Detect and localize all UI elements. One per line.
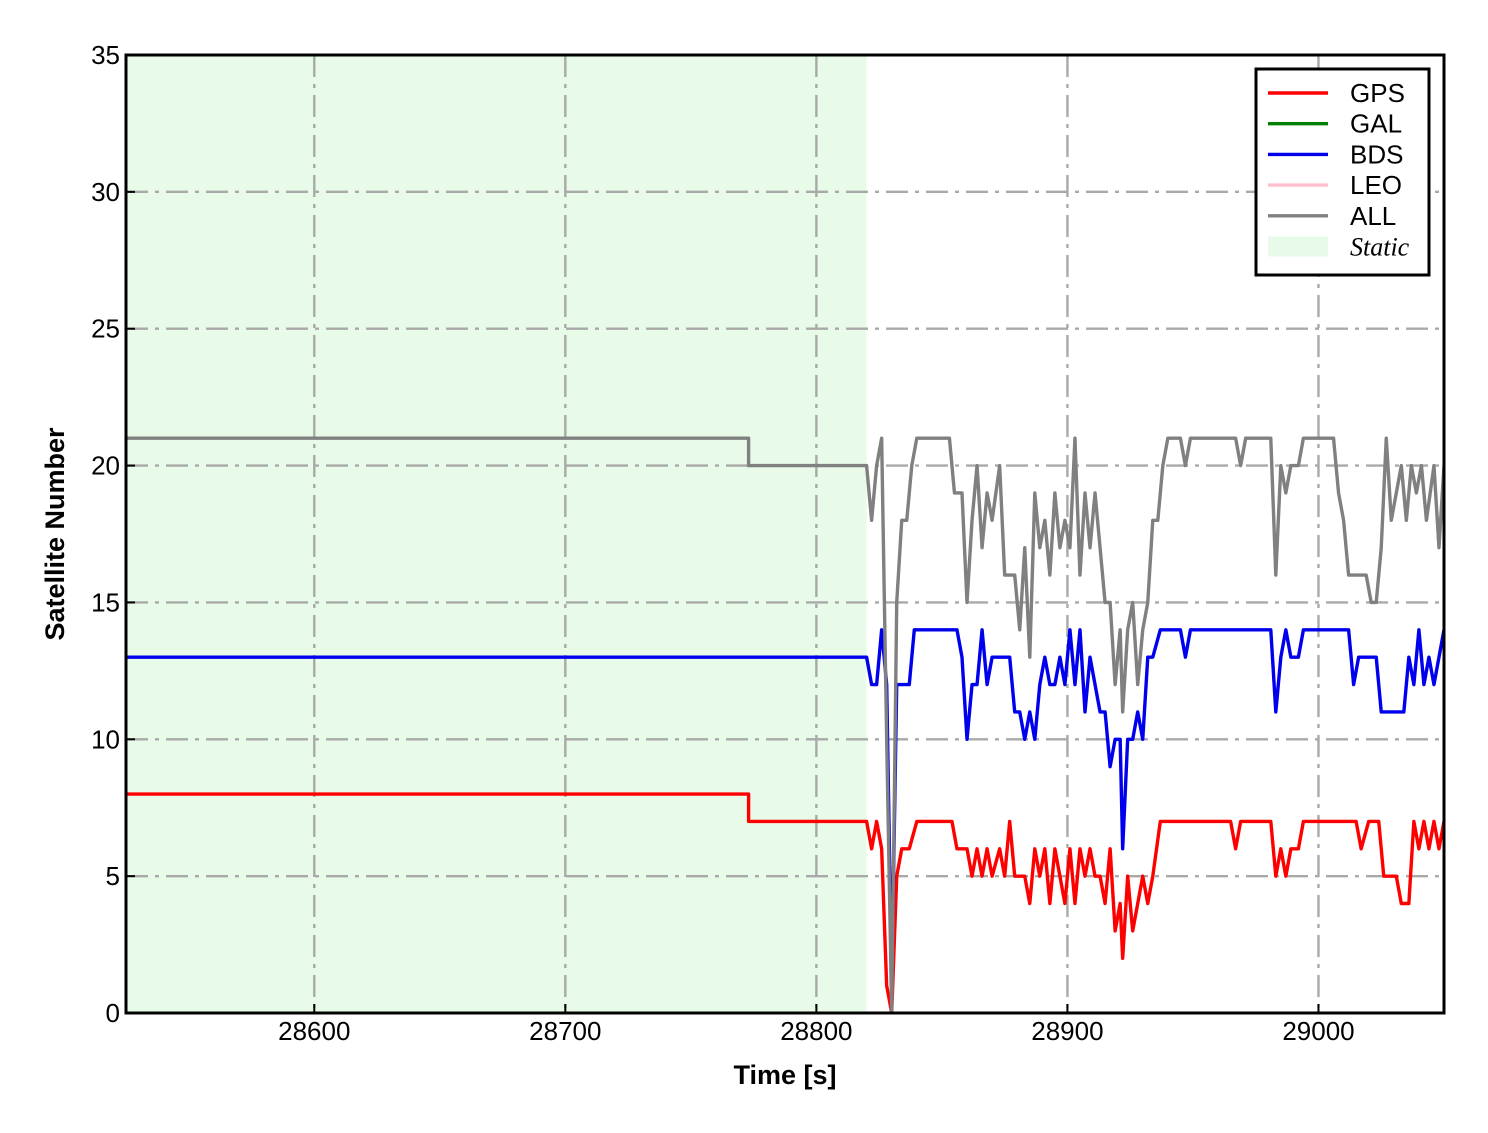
x-axis-label: Time [s] — [733, 1060, 836, 1090]
y-tick-label: 30 — [91, 177, 120, 207]
static-region — [126, 55, 867, 1013]
x-tick-label: 28900 — [1031, 1016, 1103, 1046]
legend-label-leo: LEO — [1350, 170, 1402, 200]
x-tick-label: 28800 — [780, 1016, 852, 1046]
axis-ticks: 28600 28700 28800 28900 29000 0 5 10 15 20 25 30 35 — [91, 40, 1355, 1046]
series-line-all — [126, 436, 1444, 1013]
y-tick-label: 15 — [91, 587, 120, 617]
series-layer — [126, 436, 1444, 1013]
series-line-bds — [126, 628, 1444, 988]
x-tick-label: 29000 — [1282, 1016, 1354, 1046]
series-line-gps — [126, 792, 1444, 1013]
legend-label-bds: BDS — [1350, 139, 1403, 169]
legend-label-all: ALL — [1350, 201, 1396, 231]
y-tick-label: 25 — [91, 314, 120, 344]
y-tick-label: 0 — [106, 998, 120, 1028]
x-tick-label: 28600 — [278, 1016, 350, 1046]
y-tick-label: 5 — [106, 861, 120, 891]
y-tick-label: 20 — [91, 451, 120, 481]
plot-frame — [124, 53, 1446, 1015]
legend-label-gal: GAL — [1350, 109, 1402, 139]
legend-label-static: Static — [1350, 233, 1410, 262]
legend-swatch-static — [1268, 236, 1328, 257]
legend-label-gps: GPS — [1350, 78, 1405, 108]
y-tick-label: 35 — [91, 40, 120, 70]
y-axis-label: Satellite Number — [40, 427, 70, 641]
x-tick-label: 28700 — [529, 1016, 601, 1046]
y-tick-label: 10 — [91, 724, 120, 754]
